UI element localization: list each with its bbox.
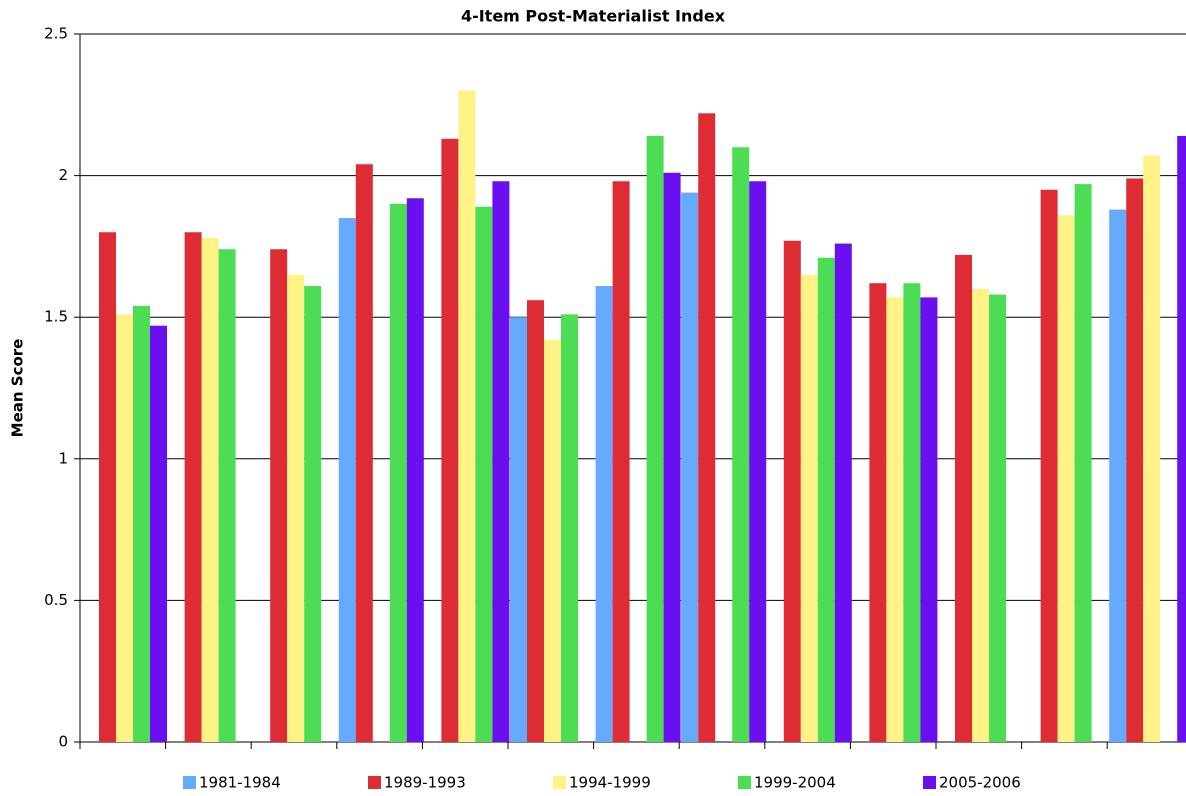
bar <box>475 206 493 742</box>
y-tick-label: 2 <box>58 166 68 184</box>
bar <box>201 237 219 743</box>
chart-title: 4-Item Post-Materialist Index <box>461 7 726 26</box>
bar <box>732 147 750 742</box>
bar <box>1057 215 1075 743</box>
legend-swatch <box>553 776 566 789</box>
bar <box>595 286 613 742</box>
legend-label: 1994-1999 <box>569 774 651 792</box>
bar <box>972 288 989 742</box>
bar <box>270 249 288 742</box>
bar <box>1109 209 1127 743</box>
bar <box>989 294 1006 742</box>
y-tick-label: 1 <box>58 449 68 467</box>
bar <box>869 283 887 742</box>
legend-swatch <box>923 776 936 789</box>
bar <box>1074 184 1092 742</box>
legend-label: 1981-1984 <box>199 774 281 792</box>
bar <box>441 138 459 742</box>
bar <box>749 181 767 742</box>
bar <box>389 203 407 743</box>
bar <box>458 90 476 742</box>
bar <box>1040 189 1058 742</box>
bar <box>698 113 716 742</box>
bar <box>1126 178 1144 742</box>
bar <box>817 257 835 742</box>
bar <box>955 254 972 742</box>
bar <box>133 305 150 742</box>
legend-swatch <box>738 776 751 789</box>
bar <box>1177 135 1186 742</box>
legend-swatch <box>368 776 381 789</box>
bar <box>218 249 236 742</box>
y-tick-label: 0 <box>58 733 68 751</box>
y-axis-label: Mean Score <box>9 339 27 438</box>
bar <box>646 135 664 742</box>
legend-swatch <box>183 776 196 789</box>
legend-label: 1989-1993 <box>384 774 466 792</box>
bar <box>492 181 510 742</box>
bar <box>338 218 356 742</box>
bar <box>116 314 133 742</box>
bar <box>681 192 699 743</box>
bar <box>544 339 561 742</box>
bar <box>663 172 681 742</box>
bar <box>287 274 305 742</box>
bar <box>783 240 801 742</box>
bar <box>304 286 322 742</box>
bar <box>800 274 818 742</box>
bar <box>355 164 373 743</box>
bar <box>886 297 904 742</box>
bar <box>834 243 852 742</box>
bar <box>1143 155 1161 742</box>
legend-label: 1999-2004 <box>754 774 836 792</box>
y-tick-label: 1.5 <box>44 308 68 326</box>
bar <box>561 314 578 742</box>
bar <box>99 232 116 743</box>
legend-label: 2005-2006 <box>939 774 1021 792</box>
bar <box>150 325 167 742</box>
bar <box>406 198 424 743</box>
bar <box>903 283 921 742</box>
bar <box>527 300 544 742</box>
bar <box>612 181 630 742</box>
bar <box>920 297 938 742</box>
y-tick-label: 0.5 <box>44 591 68 609</box>
bar <box>184 232 202 743</box>
bar <box>510 317 527 742</box>
y-tick-label: 2.5 <box>44 25 68 43</box>
